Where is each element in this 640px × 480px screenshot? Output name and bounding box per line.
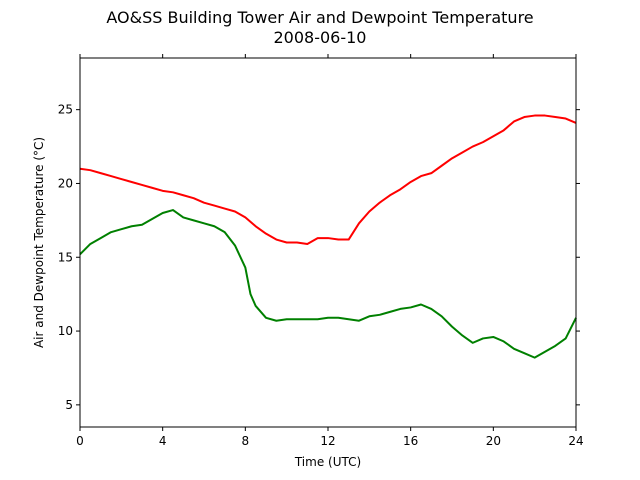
x-axis: 0 4 8 12 16 20 24 (76, 54, 584, 448)
plot-frame (79, 57, 577, 428)
x-tick-label: 12 (320, 434, 335, 448)
x-tick-label: 16 (403, 434, 418, 448)
x-tick-label: 0 (76, 434, 84, 448)
y-tick-label: 25 (58, 103, 73, 117)
x-tick-label: 4 (159, 434, 167, 448)
x-tick-label: 24 (568, 434, 583, 448)
y-tick-label: 20 (58, 176, 73, 190)
x-axis-label: Time (UTC) (294, 455, 361, 469)
y-axis-label: Air and Dewpoint Temperature (°C) (32, 137, 46, 348)
series-layer (79, 114, 577, 359)
y-axis: 5 10 15 20 25 (58, 103, 580, 412)
x-tick-label: 8 (242, 434, 250, 448)
chart-title: AO&SS Building Tower Air and Dewpoint Te… (106, 8, 534, 27)
x-tick-label: 20 (486, 434, 501, 448)
series-line-1 (79, 209, 577, 359)
series-line-0 (79, 114, 577, 245)
y-tick-label: 15 (58, 250, 73, 264)
y-tick-label: 5 (65, 398, 73, 412)
y-tick-label: 10 (58, 324, 73, 338)
chart-subtitle: 2008-06-10 (273, 28, 367, 47)
